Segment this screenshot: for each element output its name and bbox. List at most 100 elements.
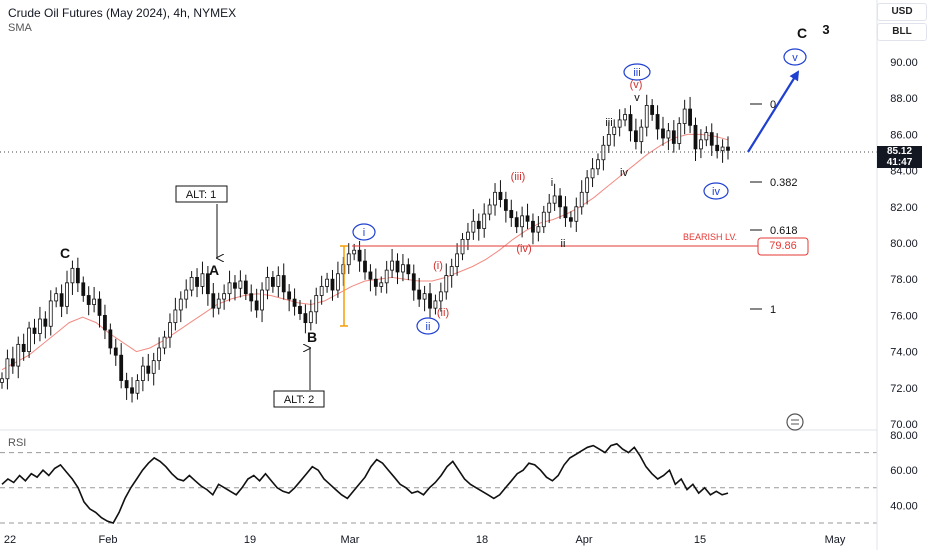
- candle-body: [32, 327, 37, 334]
- candle-body: [5, 358, 10, 380]
- candle-body: [552, 195, 557, 204]
- candle-body: [243, 280, 248, 295]
- indicator-label: SMA: [8, 22, 32, 34]
- unit-button[interactable]: BLL: [877, 23, 927, 41]
- candle-body: [401, 264, 405, 273]
- wave-label: (ii): [437, 307, 449, 319]
- candle-body: [314, 295, 319, 313]
- candle-body: [661, 128, 665, 139]
- price-tick-label: 78.00: [890, 274, 918, 286]
- candle-body: [704, 132, 709, 141]
- candle-body: [119, 354, 124, 381]
- countdown: 41:47: [886, 157, 913, 168]
- rsi-pane: [0, 442, 877, 524]
- time-tick-label: 18: [476, 534, 488, 546]
- candle-body: [438, 291, 443, 302]
- candle-body: [671, 130, 676, 144]
- candle-body: [303, 313, 308, 324]
- logo-icon: [786, 413, 804, 431]
- candle-body: [406, 264, 411, 275]
- candle-body: [482, 213, 487, 229]
- candle-body: [140, 365, 145, 381]
- candle-body: [16, 343, 21, 367]
- candle-body: [471, 220, 476, 233]
- last-price: 85.12: [886, 146, 913, 157]
- wave-label: iii: [633, 67, 640, 79]
- candle-body: [476, 220, 481, 229]
- wave-label: v: [792, 52, 798, 64]
- candle-body: [81, 282, 86, 296]
- candle-body: [455, 253, 460, 267]
- candle-body: [319, 286, 324, 296]
- price-tick-label: 70.00: [890, 419, 918, 431]
- candle-body: [211, 293, 216, 309]
- time-tick-label: Feb: [99, 534, 118, 546]
- candle-body: [298, 305, 302, 314]
- candle-body: [70, 267, 75, 284]
- candle-body: [384, 269, 389, 284]
- time-tick-label: 15: [694, 534, 706, 546]
- candle-body: [48, 300, 53, 327]
- candle-body: [135, 380, 140, 394]
- wave-label: (i): [433, 260, 443, 272]
- candle-body: [628, 114, 633, 132]
- sma-line: [1, 133, 729, 371]
- wave-label: iv: [620, 167, 628, 179]
- candle-body: [227, 282, 232, 295]
- wave-label: ALT: 2: [284, 394, 314, 406]
- wave-label: v: [634, 92, 640, 104]
- time-tick-label: 22: [4, 534, 16, 546]
- price-tick-label: 80.00: [890, 238, 918, 250]
- candle-body: [531, 220, 535, 233]
- candle-body: [276, 275, 281, 287]
- fib-level-label: 0: [770, 99, 776, 111]
- candle-body: [254, 300, 259, 311]
- candle-body: [308, 311, 313, 324]
- wave-label: B: [307, 329, 317, 345]
- wave-label: i: [363, 227, 365, 239]
- candle-body: [363, 260, 367, 273]
- candle-body: [157, 347, 162, 362]
- candle-body: [574, 206, 579, 222]
- price-tick-label: 72.00: [890, 383, 918, 395]
- candle-body: [292, 298, 297, 307]
- candle-body: [726, 146, 730, 151]
- wave-label: iv: [712, 186, 720, 198]
- rsi-tick-label: 80.00: [890, 430, 918, 442]
- candle-body: [568, 217, 573, 222]
- overlays: [0, 48, 877, 431]
- candle-body: [270, 276, 275, 287]
- candle-body: [336, 273, 340, 291]
- candle-body: [525, 215, 530, 222]
- candle-body: [411, 273, 416, 291]
- candle-body: [720, 146, 725, 152]
- candle-body: [162, 336, 167, 349]
- wave-label: iii: [605, 117, 612, 129]
- candle-body: [43, 318, 48, 327]
- candle-body: [75, 267, 80, 284]
- candle-body: [97, 298, 102, 316]
- candle-body: [233, 282, 237, 289]
- candle-body: [0, 378, 4, 383]
- candle-body: [688, 108, 692, 126]
- chart-title: Crude Oil Futures (May 2024), 4h, NYMEX: [8, 6, 237, 20]
- candle-body: [699, 139, 703, 150]
- candle-body: [709, 132, 714, 146]
- candle-body: [460, 238, 465, 255]
- candle-body: [178, 298, 183, 311]
- candle-body: [200, 273, 205, 287]
- candle-body: [633, 130, 638, 143]
- price-axis: 70.00 72.00 74.00 76.00 78.00 80.00 82.00 84.00…: [4, 0, 932, 550]
- candle-body: [693, 124, 698, 150]
- fib-level-label: 1: [770, 304, 776, 316]
- candle-body: [417, 289, 422, 300]
- candle-body: [520, 215, 525, 228]
- candle-body: [168, 322, 172, 338]
- price-tick-label: 76.00: [890, 310, 918, 322]
- price-tick-label: 74.00: [890, 347, 918, 359]
- candle-body: [325, 278, 329, 287]
- currency-button[interactable]: USD: [877, 3, 927, 21]
- candle-body: [92, 298, 97, 305]
